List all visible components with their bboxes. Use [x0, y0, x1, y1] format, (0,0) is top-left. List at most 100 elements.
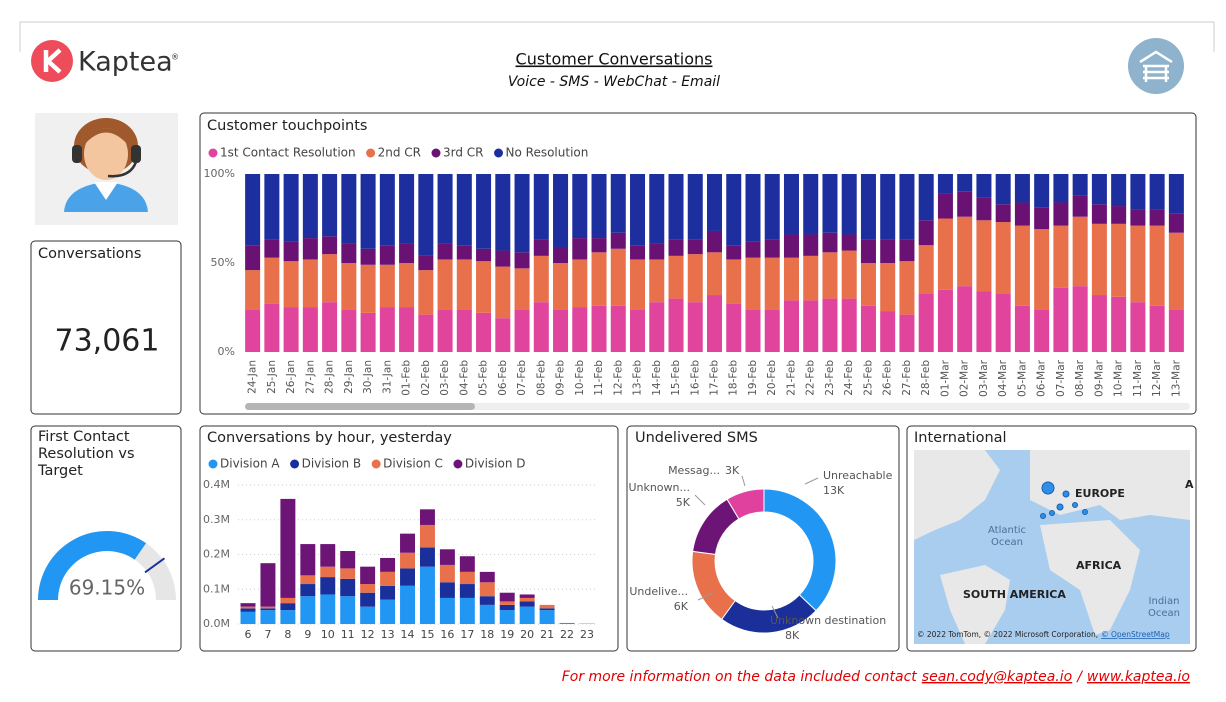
bar-segment — [341, 263, 357, 310]
map-land — [940, 565, 1010, 644]
bar-segment — [860, 263, 876, 306]
bar-segment — [495, 250, 511, 267]
bar-segment — [1072, 174, 1088, 196]
bar-segment — [1053, 174, 1069, 203]
bar-segment — [668, 239, 684, 256]
map-bubble[interactable] — [1062, 490, 1070, 498]
map-bubble[interactable] — [1072, 502, 1078, 508]
legend-dot — [366, 148, 376, 158]
bar-segment — [783, 234, 799, 258]
bar-segment — [687, 239, 703, 255]
x-tick-label: 27-Jan — [304, 360, 316, 394]
x-tick-label: 08-Mar — [1074, 359, 1086, 397]
x-tick-label: 15-Feb — [670, 360, 682, 396]
x-tick-label: 7 — [264, 628, 271, 641]
x-tick-label: 15 — [420, 628, 434, 641]
bar-segment — [591, 252, 607, 306]
bar-segment — [418, 270, 434, 315]
scroll-thumb[interactable] — [245, 403, 475, 410]
bar-segment — [437, 243, 453, 260]
x-tick-label: 04-Feb — [458, 360, 470, 396]
x-tick-label: 22 — [560, 628, 574, 641]
x-tick-label: 21 — [540, 628, 554, 641]
legend-dot — [431, 148, 441, 158]
bar-segment — [360, 566, 376, 585]
bar-segment — [1091, 223, 1107, 296]
bar-segment — [380, 571, 396, 586]
x-tick-label: 13-Mar — [1170, 359, 1182, 397]
bar-segment — [937, 218, 953, 290]
bar-segment — [280, 610, 296, 624]
bar-segment — [283, 307, 299, 352]
leader-line — [697, 592, 714, 601]
legend-label: Division D — [465, 457, 526, 471]
x-tick-label: 22-Feb — [805, 360, 817, 396]
bar-segment — [822, 174, 838, 233]
bar-segment — [322, 236, 338, 255]
bar-segment — [1130, 174, 1146, 210]
map-label: AFRICA — [1076, 559, 1122, 572]
x-tick-label: 03-Feb — [439, 360, 451, 396]
bar-segment — [630, 245, 646, 260]
bar-segment — [822, 252, 838, 299]
kpi-value: 73,061 — [55, 324, 160, 359]
legend-label: 3rd CR — [443, 146, 484, 160]
map-bubble[interactable] — [1041, 481, 1055, 495]
x-tick-label: 27-Feb — [901, 360, 913, 396]
slice-value: 5K — [676, 496, 691, 509]
leader-line — [694, 494, 706, 506]
bar-segment — [380, 599, 396, 624]
bar-segment — [1111, 174, 1127, 207]
legend-dot — [453, 459, 463, 469]
bar-segment — [495, 266, 511, 319]
map-bubble[interactable] — [1082, 509, 1088, 515]
x-tick-label: 19 — [500, 628, 514, 641]
legend-dot — [208, 148, 218, 158]
bar-segment — [283, 241, 299, 262]
x-tick-label: 01-Mar — [939, 359, 951, 397]
x-tick-label: 23-Feb — [824, 360, 836, 396]
bar-segment — [1168, 174, 1184, 214]
bar-segment — [533, 174, 549, 240]
bar-segment — [995, 222, 1011, 294]
x-tick-label: 20-Feb — [766, 360, 778, 396]
bar-segment — [957, 191, 973, 217]
legend-dot — [371, 459, 381, 469]
x-tick-label: 12 — [361, 628, 375, 641]
bar-segment — [320, 594, 336, 624]
bar-segment — [553, 246, 569, 263]
slice-value: 3K — [725, 464, 740, 477]
bar-segment — [499, 601, 515, 605]
logo-reg: ® — [171, 53, 179, 62]
slice-value: 13K — [823, 484, 845, 497]
bar-segment — [995, 174, 1011, 205]
bar-segment — [419, 509, 435, 525]
bar-segment — [957, 174, 973, 192]
bar-segment — [400, 585, 415, 624]
bar-segment — [419, 547, 435, 567]
x-tick-label: 09-Mar — [1093, 359, 1105, 397]
map-bubble[interactable] — [1040, 513, 1046, 519]
bar-segment — [860, 305, 876, 352]
footer: For more information on the data include… — [562, 669, 1190, 685]
bar-segment — [668, 174, 684, 240]
slice-label: Undelive... — [629, 585, 688, 598]
bar-segment — [764, 174, 780, 240]
map-bubble[interactable] — [1049, 510, 1055, 516]
x-tick-label: 28-Feb — [920, 360, 932, 396]
bar-segment — [1130, 225, 1146, 303]
bar-segment — [1168, 309, 1184, 352]
footer-email[interactable]: sean.cody@kaptea.io — [922, 669, 1072, 685]
x-tick-label: 14-Feb — [651, 360, 663, 396]
bar-segment — [1168, 213, 1184, 233]
bar-segment — [379, 307, 395, 352]
map-bubble[interactable] — [1056, 503, 1064, 511]
bar-segment — [899, 174, 915, 240]
attribution-link[interactable]: © OpenStreetMap — [1101, 630, 1170, 639]
bar-segment — [340, 551, 356, 569]
footer-website[interactable]: www.kaptea.io — [1087, 669, 1190, 685]
bar-segment — [264, 239, 280, 258]
legend-dot — [494, 148, 504, 158]
bar-segment — [479, 596, 495, 605]
scroll-track[interactable] — [245, 403, 1190, 410]
